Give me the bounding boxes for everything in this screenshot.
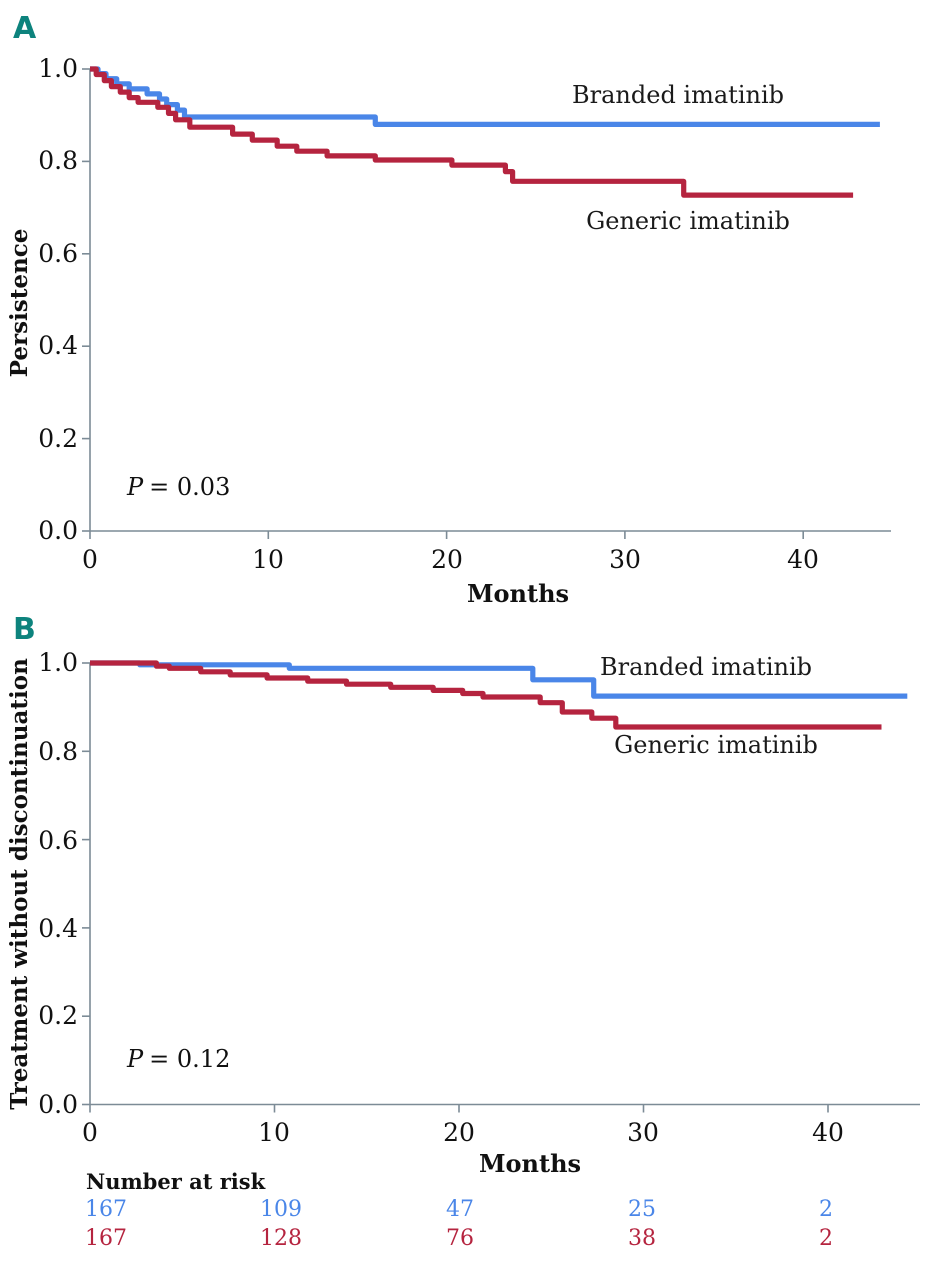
panel-b-x-tick-label: 30 [627, 1118, 659, 1147]
panel-a-y-tick-label: 0.0 [38, 516, 78, 545]
panel-b-y-axis-title: Treatment without discontinuation [6, 658, 33, 1110]
panel-b-x-tick-label: 10 [258, 1118, 290, 1147]
panel-a-x-tick-label: 40 [787, 545, 819, 574]
panel-b-y-tick-label: 0.2 [38, 1001, 78, 1030]
panel-a-x-tick-label: 0 [82, 545, 98, 574]
panel-b-x-tick-label: 0 [82, 1118, 98, 1147]
panel-b-y-tick-label: 0.4 [38, 914, 78, 943]
risk-generic-value: 38 [628, 1226, 656, 1251]
panel-a-x-tick-label: 10 [252, 545, 284, 574]
panel-b-x-tick-label: 20 [443, 1118, 475, 1147]
panel-a-y-tick-label: 1.0 [38, 54, 78, 83]
p-value-text: = 0.12 [149, 1045, 231, 1073]
panel-a-y-tick-label: 0.4 [38, 331, 78, 360]
panel-b-x-tick-label: 40 [812, 1118, 844, 1147]
panel-a-branded-curve-label: Branded imatinib [572, 81, 784, 109]
panel-a-x-axis-title: Months [466, 579, 570, 608]
risk-branded-value: 167 [85, 1197, 127, 1222]
risk-branded-value: 25 [628, 1197, 656, 1222]
panel-b-plot [82, 660, 920, 1113]
panel-b-p-value: P = 0.12 [127, 1045, 230, 1073]
panel-a-y-tick-label: 0.8 [38, 146, 78, 175]
panel-b-label: B [13, 612, 36, 647]
risk-generic-value: 2 [819, 1226, 833, 1251]
risk-branded-value: 2 [819, 1197, 833, 1222]
panel-a-generic-curve-label: Generic imatinib [586, 207, 790, 235]
panel-a-plot [82, 66, 891, 539]
generic-imatinib-curve [90, 66, 854, 198]
risk-generic-value: 76 [446, 1226, 474, 1251]
risk-branded-value: 109 [260, 1197, 302, 1222]
panel-a-p-value: P = 0.03 [127, 473, 230, 501]
panel-b-x-axis-title: Months [478, 1149, 582, 1178]
p-symbol: P [127, 473, 144, 501]
panel-a-y-tick-label: 0.2 [38, 424, 78, 453]
p-symbol: P [127, 1045, 144, 1073]
panel-b-branded-curve-label: Branded imatinib [600, 653, 812, 681]
panel-b-y-tick-label: 0.0 [38, 1090, 78, 1119]
panel-a-y-tick-label: 0.6 [38, 239, 78, 268]
panel-b-y-tick-label: 1.0 [38, 648, 78, 677]
risk-branded-value: 47 [446, 1197, 474, 1222]
panel-a-y-axis-title: Persistence [6, 228, 33, 378]
risk-table-title: Number at risk [86, 1169, 266, 1194]
panel-b-y-tick-label: 0.8 [38, 737, 78, 766]
panel-a-x-tick-label: 30 [609, 545, 641, 574]
panel-b-y-tick-label: 0.6 [38, 826, 78, 855]
risk-generic-value: 128 [260, 1226, 302, 1251]
p-value-text: = 0.03 [149, 473, 231, 501]
risk-generic-value: 167 [85, 1226, 127, 1251]
panel-b-generic-curve-label: Generic imatinib [614, 731, 818, 759]
generic-imatinib-curve [90, 660, 882, 730]
panel-a-x-tick-label: 20 [431, 545, 463, 574]
panel-a-label: A [13, 11, 37, 46]
